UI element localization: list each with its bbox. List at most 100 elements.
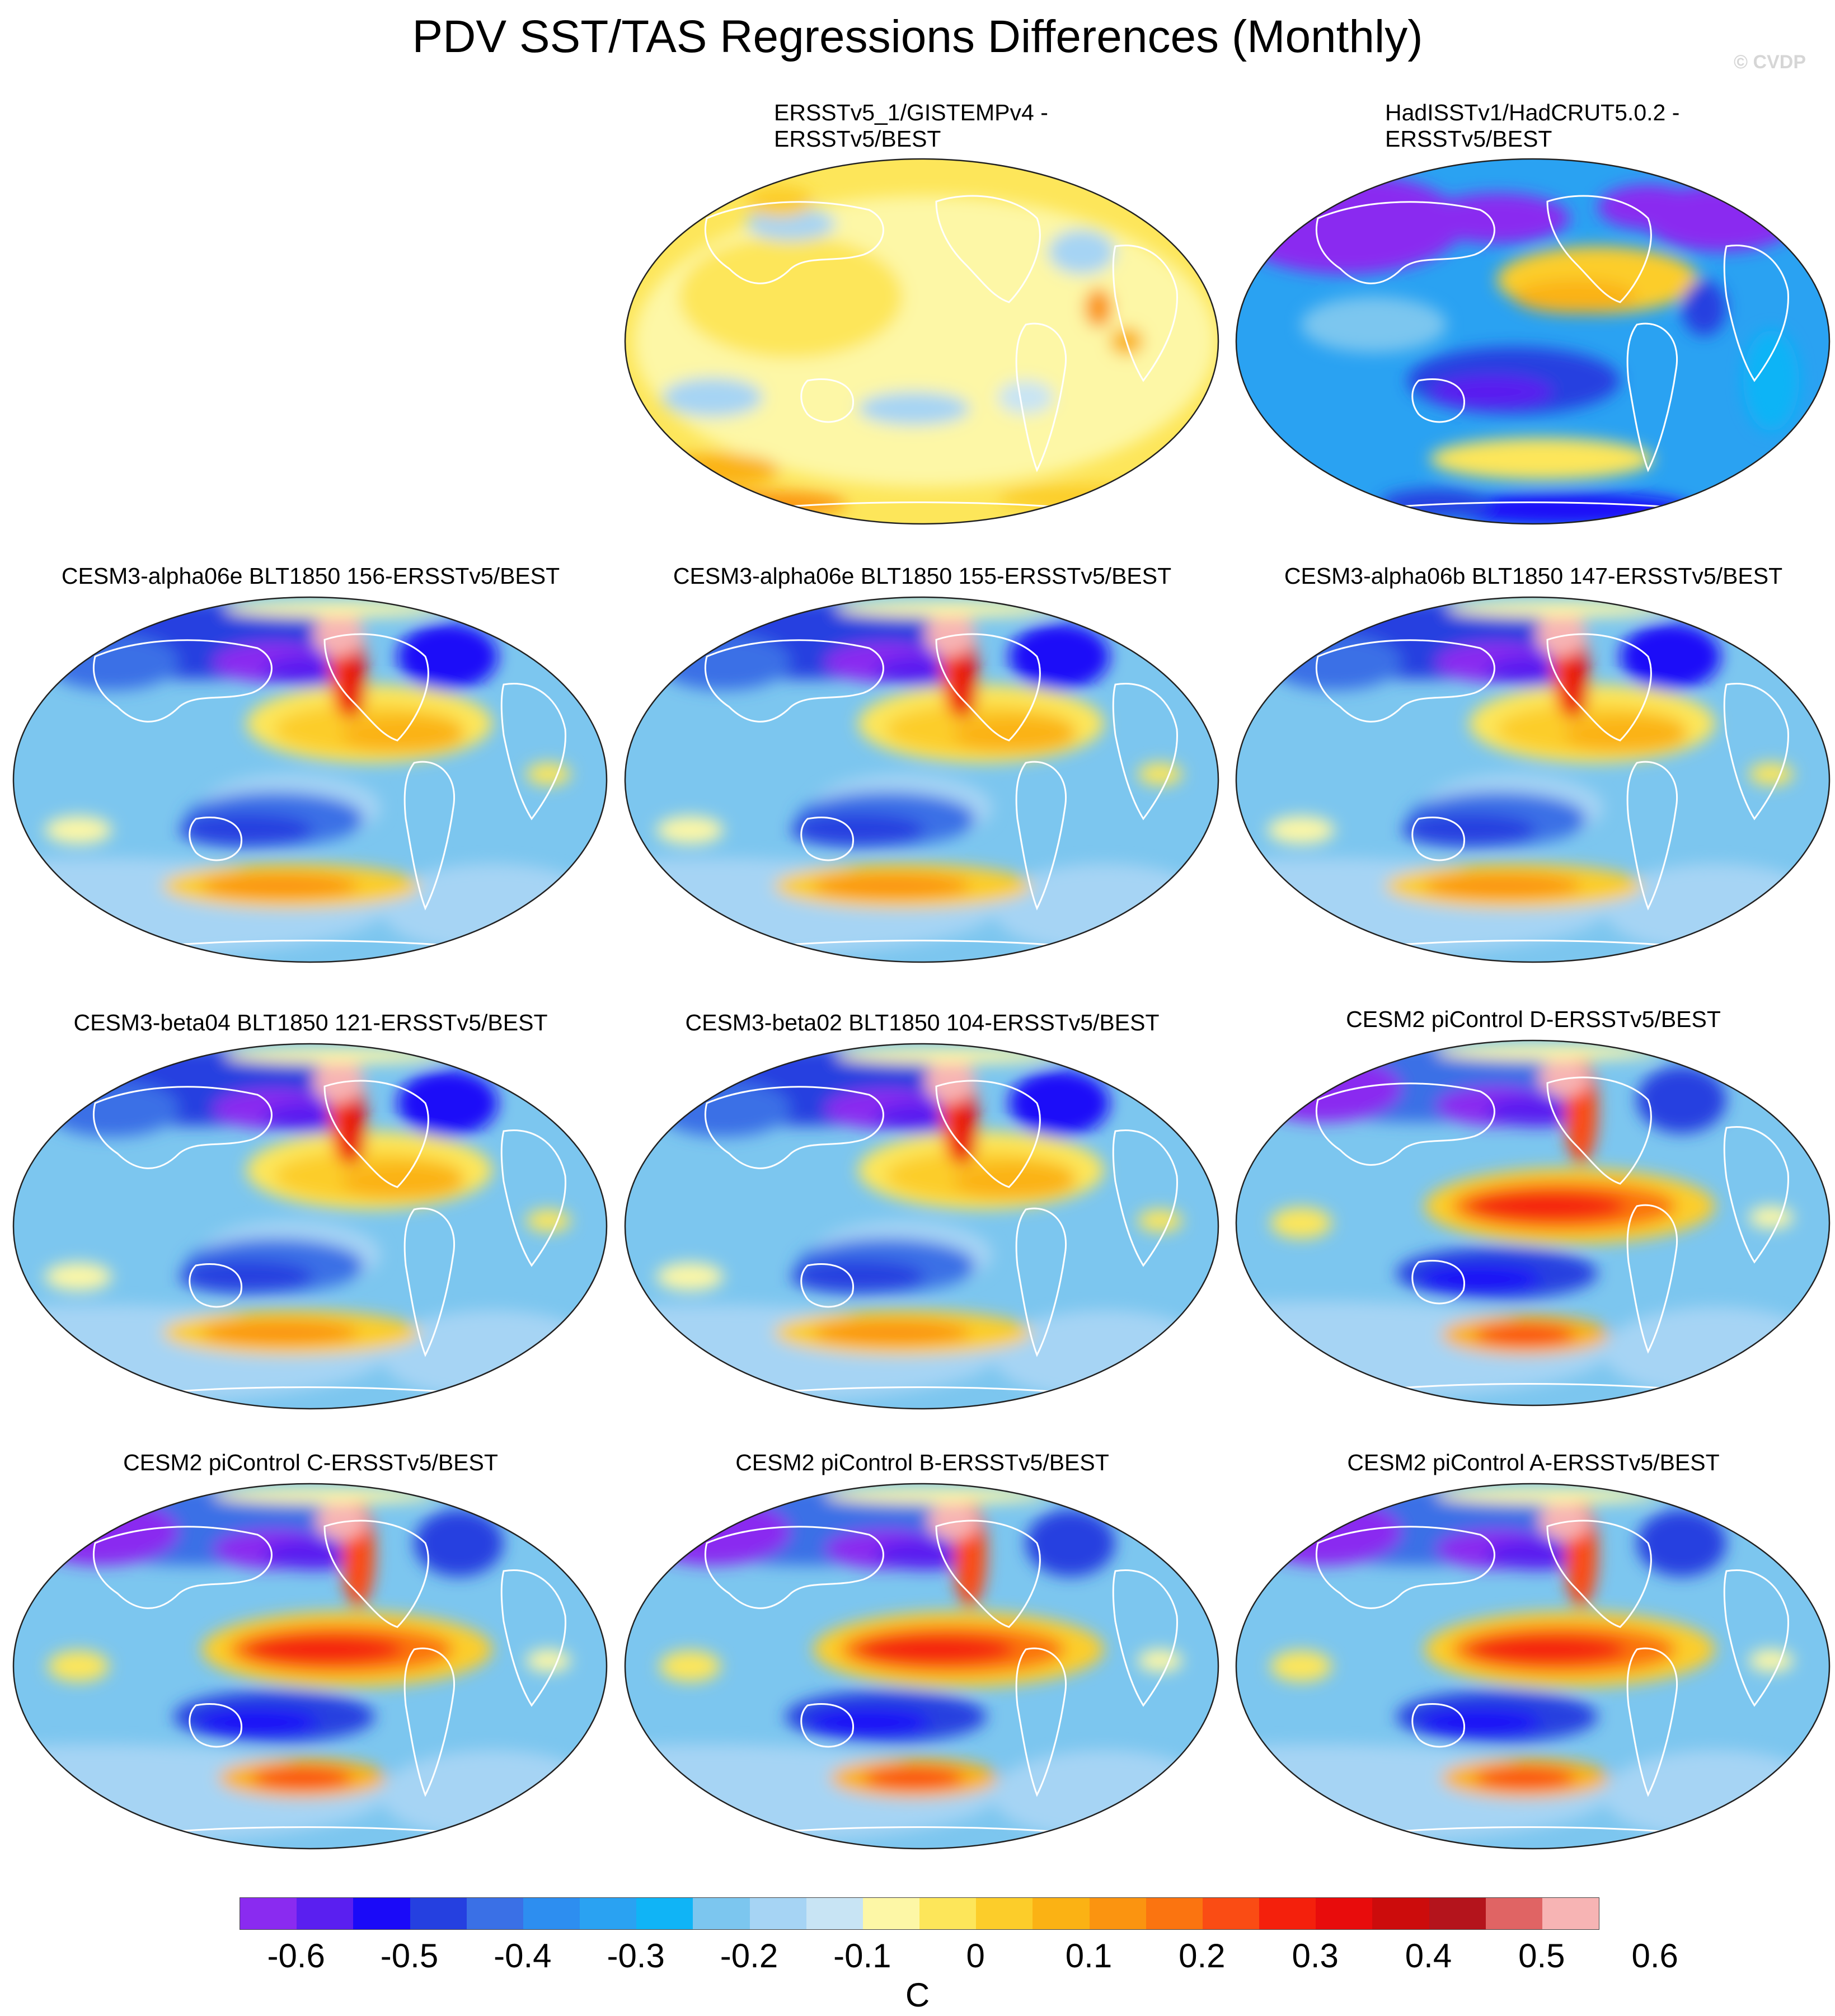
anomaly-region [992,1750,1216,1840]
anomaly-region [313,612,364,657]
anomaly-region [1749,1649,1794,1672]
map-border [12,1483,608,1850]
anomaly-region [1402,813,1536,847]
coastline [800,378,854,423]
map-field [625,597,1218,962]
colorbar-tick-label: -0.2 [720,1937,778,1975]
anomaly-region [1486,1539,1587,1570]
panel-title: CESM3-alpha06e BLT1850 156-ERSSTv5/BEST [61,563,560,589]
anomaly-region [1743,330,1799,431]
coastline [1411,816,1465,861]
anomaly-region [22,1498,179,1565]
map-panel: CESM2 piControl A-ERSSTv5/BEST [1234,1450,1833,1851]
anomaly-region [1138,763,1182,785]
coastline [704,1526,884,1609]
anomaly-region [1682,280,1726,336]
coastline [403,1647,455,1797]
map-border [624,1483,1219,1850]
anomaly-region [45,634,179,690]
coastline [189,816,242,861]
anomaly-region [526,1209,571,1232]
anomaly-region [1430,375,1553,409]
anomaly-region [397,623,498,690]
anomaly-region [381,864,604,953]
map-border [624,1043,1219,1410]
anomaly-region [992,1310,1216,1400]
credit-watermark: © CVDP [1734,51,1806,73]
coastline [1015,1207,1067,1357]
colorbar-swatch [1316,1898,1373,1929]
robinson-map [624,1043,1219,1410]
anomaly-region [1475,1324,1575,1346]
coastline [1411,378,1465,423]
coastline [800,816,854,861]
coastline [1112,683,1178,821]
anomaly-region [381,1750,604,1840]
anomaly-region [662,378,763,417]
coastline [1626,1647,1678,1797]
map-panel: CESM2 piControl B-ERSSTv5/BEST [623,1450,1222,1851]
colorbar-swatch [862,1898,920,1929]
anomaly-region [1268,634,1402,690]
anomaly-region [875,1539,975,1570]
robinson-map [1235,158,1831,525]
panel-title: CESM3-beta04 BLT1850 121-ERSSTv5/BEST [73,1010,548,1035]
map-field [1236,597,1829,962]
colorbar-swatch [297,1898,354,1929]
colorbar-swatch [240,1898,297,1929]
map-panel: CESM2 piControl C-ERSSTv5/BEST [11,1450,610,1851]
coastline [704,639,884,723]
anomaly-region [1469,1192,1626,1221]
anomaly-region [791,1260,925,1293]
anomaly-region [863,1767,964,1789]
anomaly-region [414,1509,504,1577]
coastline [500,1569,566,1707]
coastline [704,201,884,284]
robinson-map [624,158,1219,525]
colorbar-unit-label: C [905,1976,930,2014]
coastline [1626,322,1678,472]
coastline [1546,1520,1652,1628]
colorbar-tick-label: 0.3 [1292,1937,1339,1975]
coastline [1015,322,1067,472]
anomaly-region [953,1086,978,1165]
anomaly-region [1486,1095,1587,1127]
coastline [92,639,273,723]
anomaly-region [953,640,978,718]
robinson-map [1235,1483,1831,1850]
colorbar-swatch [976,1898,1033,1929]
anomaly-region [1026,1509,1115,1577]
colorbar-swatch [466,1898,523,1929]
coastline [1723,683,1789,821]
anomaly-region [1435,1487,1659,1504]
colorbar-swatch [749,1898,806,1929]
anomaly-region [824,1487,1048,1504]
colorbar-tick-label: -0.6 [267,1937,325,1975]
coastline [935,1080,1041,1188]
coastline [1112,1129,1178,1267]
coastline [800,1263,854,1308]
anomaly-region [313,1058,364,1103]
map-field [13,1044,607,1409]
anomaly-region [381,1310,604,1400]
anomaly-region [341,640,366,718]
anomaly-region [48,1651,109,1682]
anomaly-region [1245,1055,1402,1122]
anomaly-region [656,634,791,690]
colorbar [240,1897,1599,1930]
coastline [403,761,455,911]
anomaly-region [1270,1651,1332,1682]
anomaly-region [1435,1044,1659,1061]
anomaly-region [1603,864,1827,953]
coastline [1411,1703,1465,1748]
coastline [1626,761,1678,911]
anomaly-region [1536,612,1587,657]
robinson-map [12,1043,608,1410]
anomaly-region [746,186,813,217]
robinson-map [12,596,608,963]
panel-title: CESM2 piControl A-ERSSTv5/BEST [1347,1450,1720,1475]
anomaly-region [1637,1509,1726,1577]
coastline [1315,1082,1495,1166]
anomaly-region [925,1058,975,1103]
coastline [1723,1126,1789,1264]
